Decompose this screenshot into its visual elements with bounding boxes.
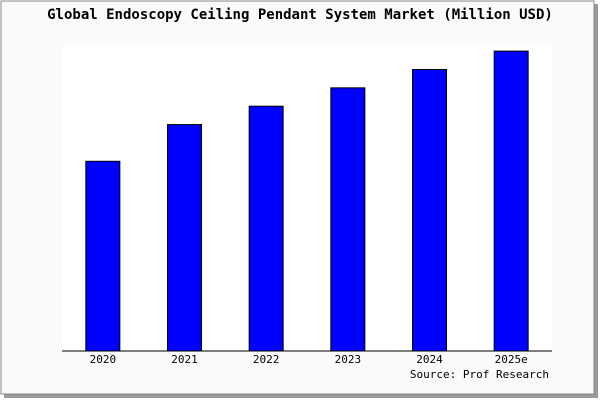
x-tick-label: 2021 (171, 353, 198, 366)
x-tick-label: 2020 (90, 353, 117, 366)
source-note: Source: Prof Research (410, 368, 549, 381)
chart-title: Global Endoscopy Ceiling Pendant System … (47, 7, 553, 23)
bar (248, 105, 284, 352)
x-tick-label: 2022 (253, 353, 280, 366)
x-tick-label: 2024 (416, 353, 443, 366)
bar (412, 68, 447, 352)
x-tick-label: 2025e (495, 353, 528, 366)
bar (167, 124, 202, 352)
bar (85, 160, 121, 352)
bar (493, 50, 529, 352)
bar (330, 87, 366, 352)
plot-area (62, 45, 552, 351)
x-tick-label: 2023 (335, 353, 362, 366)
